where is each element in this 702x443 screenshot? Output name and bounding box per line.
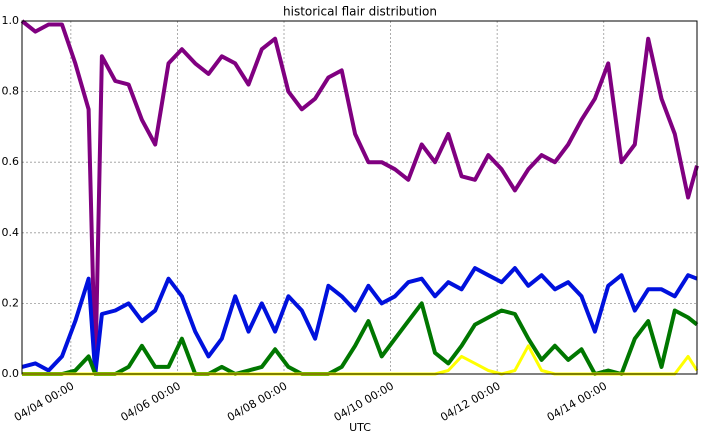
plot-frame (21, 20, 698, 375)
y-tick-label: 0.6 (2, 155, 20, 168)
x-axis-label: UTC (349, 421, 371, 434)
series-line (20, 19, 699, 376)
y-tick-label: 0.8 (2, 85, 20, 98)
chart-title: historical flair distribution (283, 5, 437, 19)
y-tick-label: 0.2 (2, 296, 20, 309)
series-line (22, 301, 699, 376)
y-tick-label: 0.4 (2, 226, 20, 239)
y-tick-label: 0.0 (2, 367, 20, 380)
y-tick-label: 1.0 (2, 14, 20, 27)
series-line (21, 266, 698, 376)
